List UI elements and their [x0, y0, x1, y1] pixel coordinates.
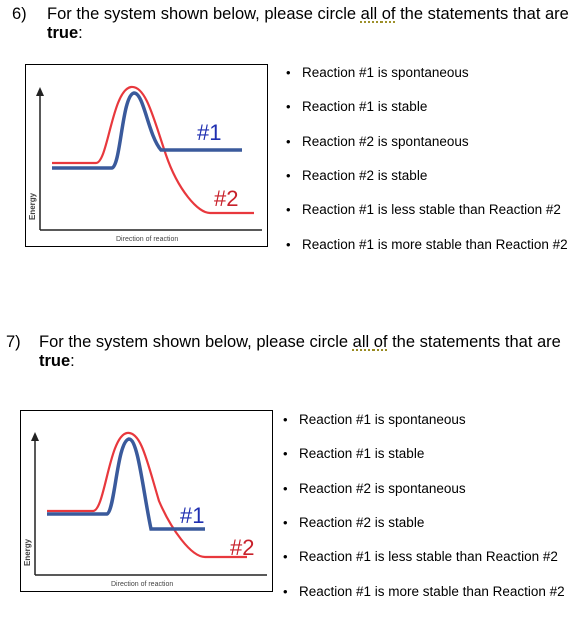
x-axis-label: Direction of reaction — [116, 236, 178, 243]
reaction-1-label: #1 — [180, 503, 204, 528]
y-axis-arrow-icon — [31, 432, 39, 441]
statement-text: Reaction #1 is spontaneous — [302, 65, 469, 80]
energy-diagram-6: Energy Direction of reaction #1 #2 — [25, 64, 268, 247]
y-axis-label: Energy — [23, 538, 32, 566]
statement-text: Reaction #2 is spontaneous — [302, 134, 469, 149]
bullet: • — [286, 168, 291, 183]
question-7: 7) For the system shown below, please ci… — [0, 325, 588, 626]
statement-text: Reaction #1 is stable — [302, 99, 428, 114]
bullet: • — [283, 481, 288, 496]
bullet: • — [286, 202, 291, 217]
reaction-1-curve — [52, 91, 242, 170]
y-axis-arrow-icon — [36, 87, 44, 96]
prompt-of: of — [373, 333, 388, 351]
reaction-1-label: #1 — [197, 120, 221, 145]
y-axis-label: Energy — [28, 192, 37, 220]
prompt-all: all — [360, 5, 382, 23]
reaction-2-label: #2 — [230, 535, 254, 560]
statement-text: Reaction #1 is less stable than Reaction… — [302, 202, 561, 217]
question-7-text: For the system shown below, please circl… — [39, 333, 584, 371]
prompt-of: of — [381, 5, 396, 23]
statement-text: Reaction #2 is spontaneous — [299, 481, 466, 496]
bullet: • — [283, 584, 288, 599]
question-6-number: 6) — [12, 5, 27, 23]
statement-text: Reaction #1 is stable — [299, 446, 425, 461]
question-7-prompt: 7) For the system shown below, please ci… — [0, 333, 588, 373]
statement-text: Reaction #1 is spontaneous — [299, 412, 466, 427]
prompt-true: true — [39, 352, 71, 370]
question-7-number: 7) — [6, 333, 21, 351]
reaction-2-curve — [52, 85, 254, 215]
prompt-text: For the system shown below, please circl… — [47, 5, 361, 23]
bullet: • — [286, 99, 291, 114]
statement-text: Reaction #1 is less stable than Reaction… — [299, 549, 558, 564]
energy-diagram-svg: Energy Direction of reaction #1 #2 — [23, 431, 267, 588]
prompt-text: For the system shown below, please circl… — [39, 333, 353, 351]
prompt-true: true — [47, 24, 79, 42]
energy-diagram-svg: Energy Direction of reaction #1 #2 — [28, 85, 262, 243]
reaction-1-curve — [47, 437, 205, 531]
x-axis-label: Direction of reaction — [111, 581, 173, 588]
prompt-colon: : — [70, 352, 75, 370]
bullet: • — [283, 515, 288, 530]
bullet: • — [286, 237, 291, 252]
bullet: • — [283, 412, 288, 427]
question-6-text: For the system shown below, please circl… — [47, 5, 582, 43]
bullet: • — [286, 65, 291, 80]
reaction-2-curve — [47, 431, 247, 559]
prompt-text-after: the statements that are — [395, 5, 569, 23]
statement-text: Reaction #1 is more stable than Reaction… — [302, 237, 568, 252]
prompt-all: all — [352, 333, 374, 351]
prompt-text-after: the statements that are — [387, 333, 561, 351]
bullet: • — [283, 549, 288, 564]
question-6: 6) For the system shown below, please ci… — [0, 0, 588, 300]
statement-text: Reaction #2 is stable — [302, 168, 428, 183]
prompt-colon: : — [78, 24, 83, 42]
energy-diagram-7: Energy Direction of reaction #1 #2 — [20, 410, 273, 592]
bullet: • — [286, 134, 291, 149]
bullet: • — [283, 446, 288, 461]
question-6-prompt: 6) For the system shown below, please ci… — [0, 5, 588, 45]
statement-text: Reaction #2 is stable — [299, 515, 425, 530]
reaction-2-label: #2 — [214, 186, 238, 211]
statement-text: Reaction #1 is more stable than Reaction… — [299, 584, 565, 599]
